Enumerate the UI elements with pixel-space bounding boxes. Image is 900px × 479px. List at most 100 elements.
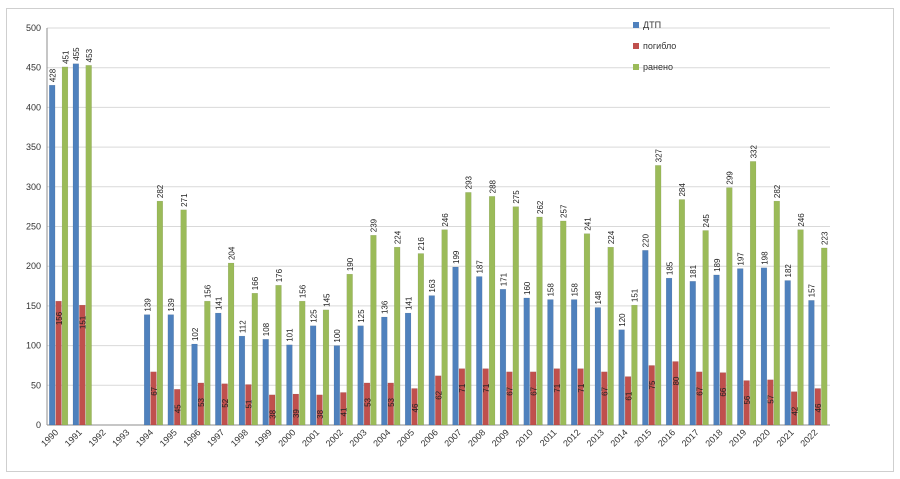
bar-dtp xyxy=(737,268,744,426)
data-label: 156 xyxy=(55,311,64,325)
x-tick-label: 1993 xyxy=(110,427,131,448)
x-tick-label: 1991 xyxy=(63,427,84,448)
data-label: 224 xyxy=(393,230,402,244)
data-label: 327 xyxy=(654,148,663,162)
data-label: 145 xyxy=(322,293,331,307)
x-tick-label: 2007 xyxy=(442,427,463,448)
bar-killed xyxy=(767,379,774,426)
data-label: 176 xyxy=(275,268,284,282)
y-tick-label: 200 xyxy=(26,261,41,271)
bar-injured xyxy=(583,233,591,426)
bar-killed xyxy=(292,393,299,426)
bar-dtp xyxy=(262,339,269,426)
x-tick-label: 1994 xyxy=(134,427,155,448)
y-tick-label: 350 xyxy=(26,142,41,152)
bar-killed xyxy=(577,368,584,426)
bar-dtp xyxy=(784,280,791,426)
data-label: 239 xyxy=(370,218,379,232)
bar-injured xyxy=(85,65,92,426)
x-tick-label: 2003 xyxy=(347,427,368,448)
bar-killed xyxy=(150,371,157,426)
data-label: 224 xyxy=(607,230,616,244)
bar-injured xyxy=(346,273,353,426)
data-label: 163 xyxy=(428,279,437,293)
x-tick-label: 2011 xyxy=(538,427,559,448)
x-tick-label: 2016 xyxy=(656,427,677,448)
data-label: 71 xyxy=(482,383,491,392)
y-tick-label: 450 xyxy=(26,63,41,73)
data-label: 199 xyxy=(452,250,461,264)
data-label: 156 xyxy=(204,284,213,298)
bar-killed xyxy=(221,383,228,426)
data-label: 166 xyxy=(251,276,260,290)
data-label: 67 xyxy=(696,386,705,395)
data-label: 216 xyxy=(417,237,426,251)
bar-dtp xyxy=(689,281,696,426)
bar-dtp xyxy=(428,295,435,426)
data-label: 204 xyxy=(227,246,236,260)
bar-injured xyxy=(204,300,211,426)
bar-dtp xyxy=(760,267,768,426)
bar-dtp xyxy=(49,84,56,426)
x-tick-label: 2009 xyxy=(490,427,511,448)
bar-dtp xyxy=(286,344,293,426)
data-label: 151 xyxy=(79,315,88,329)
x-tick-label: 2021 xyxy=(775,427,796,448)
data-label: 262 xyxy=(536,200,545,214)
x-tick-label: 2006 xyxy=(419,427,440,448)
data-label: 141 xyxy=(404,296,413,310)
data-label: 112 xyxy=(238,320,247,333)
bar-injured xyxy=(512,206,519,426)
bar-killed xyxy=(530,371,537,426)
data-label: 100 xyxy=(333,329,342,343)
data-label: 56 xyxy=(743,395,752,404)
data-label: 282 xyxy=(773,184,782,198)
data-label: 171 xyxy=(499,272,508,286)
x-tick-label: 2019 xyxy=(727,427,748,448)
data-label: 53 xyxy=(197,397,206,406)
bar-dtp xyxy=(238,335,246,426)
bar-killed xyxy=(506,371,513,426)
bar-injured xyxy=(394,246,401,426)
bar-dtp xyxy=(618,329,625,426)
data-label: 275 xyxy=(512,190,521,204)
data-label: 182 xyxy=(784,264,793,278)
bar-injured xyxy=(631,304,638,426)
bar-killed xyxy=(269,394,276,426)
bar-injured xyxy=(180,209,187,426)
x-tick-label: 2008 xyxy=(466,427,487,448)
data-label: 187 xyxy=(476,260,485,274)
data-label: 141 xyxy=(215,296,224,310)
data-label: 75 xyxy=(648,380,657,389)
bar-dtp xyxy=(357,325,364,426)
bar-injured xyxy=(441,229,448,426)
data-label: 136 xyxy=(381,300,390,314)
y-tick-label: 0 xyxy=(36,420,41,430)
y-tick-label: 150 xyxy=(26,301,41,311)
data-label: 181 xyxy=(689,264,698,278)
data-label: 52 xyxy=(221,398,230,407)
data-label: 158 xyxy=(547,283,556,297)
x-tick-label: 2018 xyxy=(703,427,724,448)
y-tick-label: 300 xyxy=(26,182,41,192)
data-label: 125 xyxy=(357,309,366,323)
bar-dtp xyxy=(381,316,388,426)
bar-injured xyxy=(370,235,377,426)
y-tick-label: 500 xyxy=(26,23,41,33)
bar-injured xyxy=(655,165,662,426)
legend-swatch xyxy=(633,64,639,70)
x-tick-label: 1997 xyxy=(205,427,226,448)
x-tick-label: 1990 xyxy=(39,427,60,448)
data-label: 451 xyxy=(61,50,70,64)
bar-killed xyxy=(458,368,466,426)
data-label: 61 xyxy=(624,391,633,400)
bar-injured xyxy=(61,66,69,426)
bar-injured xyxy=(488,196,496,426)
bar-killed xyxy=(387,382,394,426)
bar-injured xyxy=(299,300,306,426)
data-label: 120 xyxy=(618,313,627,327)
x-tick-label: 2015 xyxy=(632,427,653,448)
bar-injured xyxy=(607,246,614,426)
data-label: 41 xyxy=(340,407,349,416)
bar-injured xyxy=(156,200,163,426)
